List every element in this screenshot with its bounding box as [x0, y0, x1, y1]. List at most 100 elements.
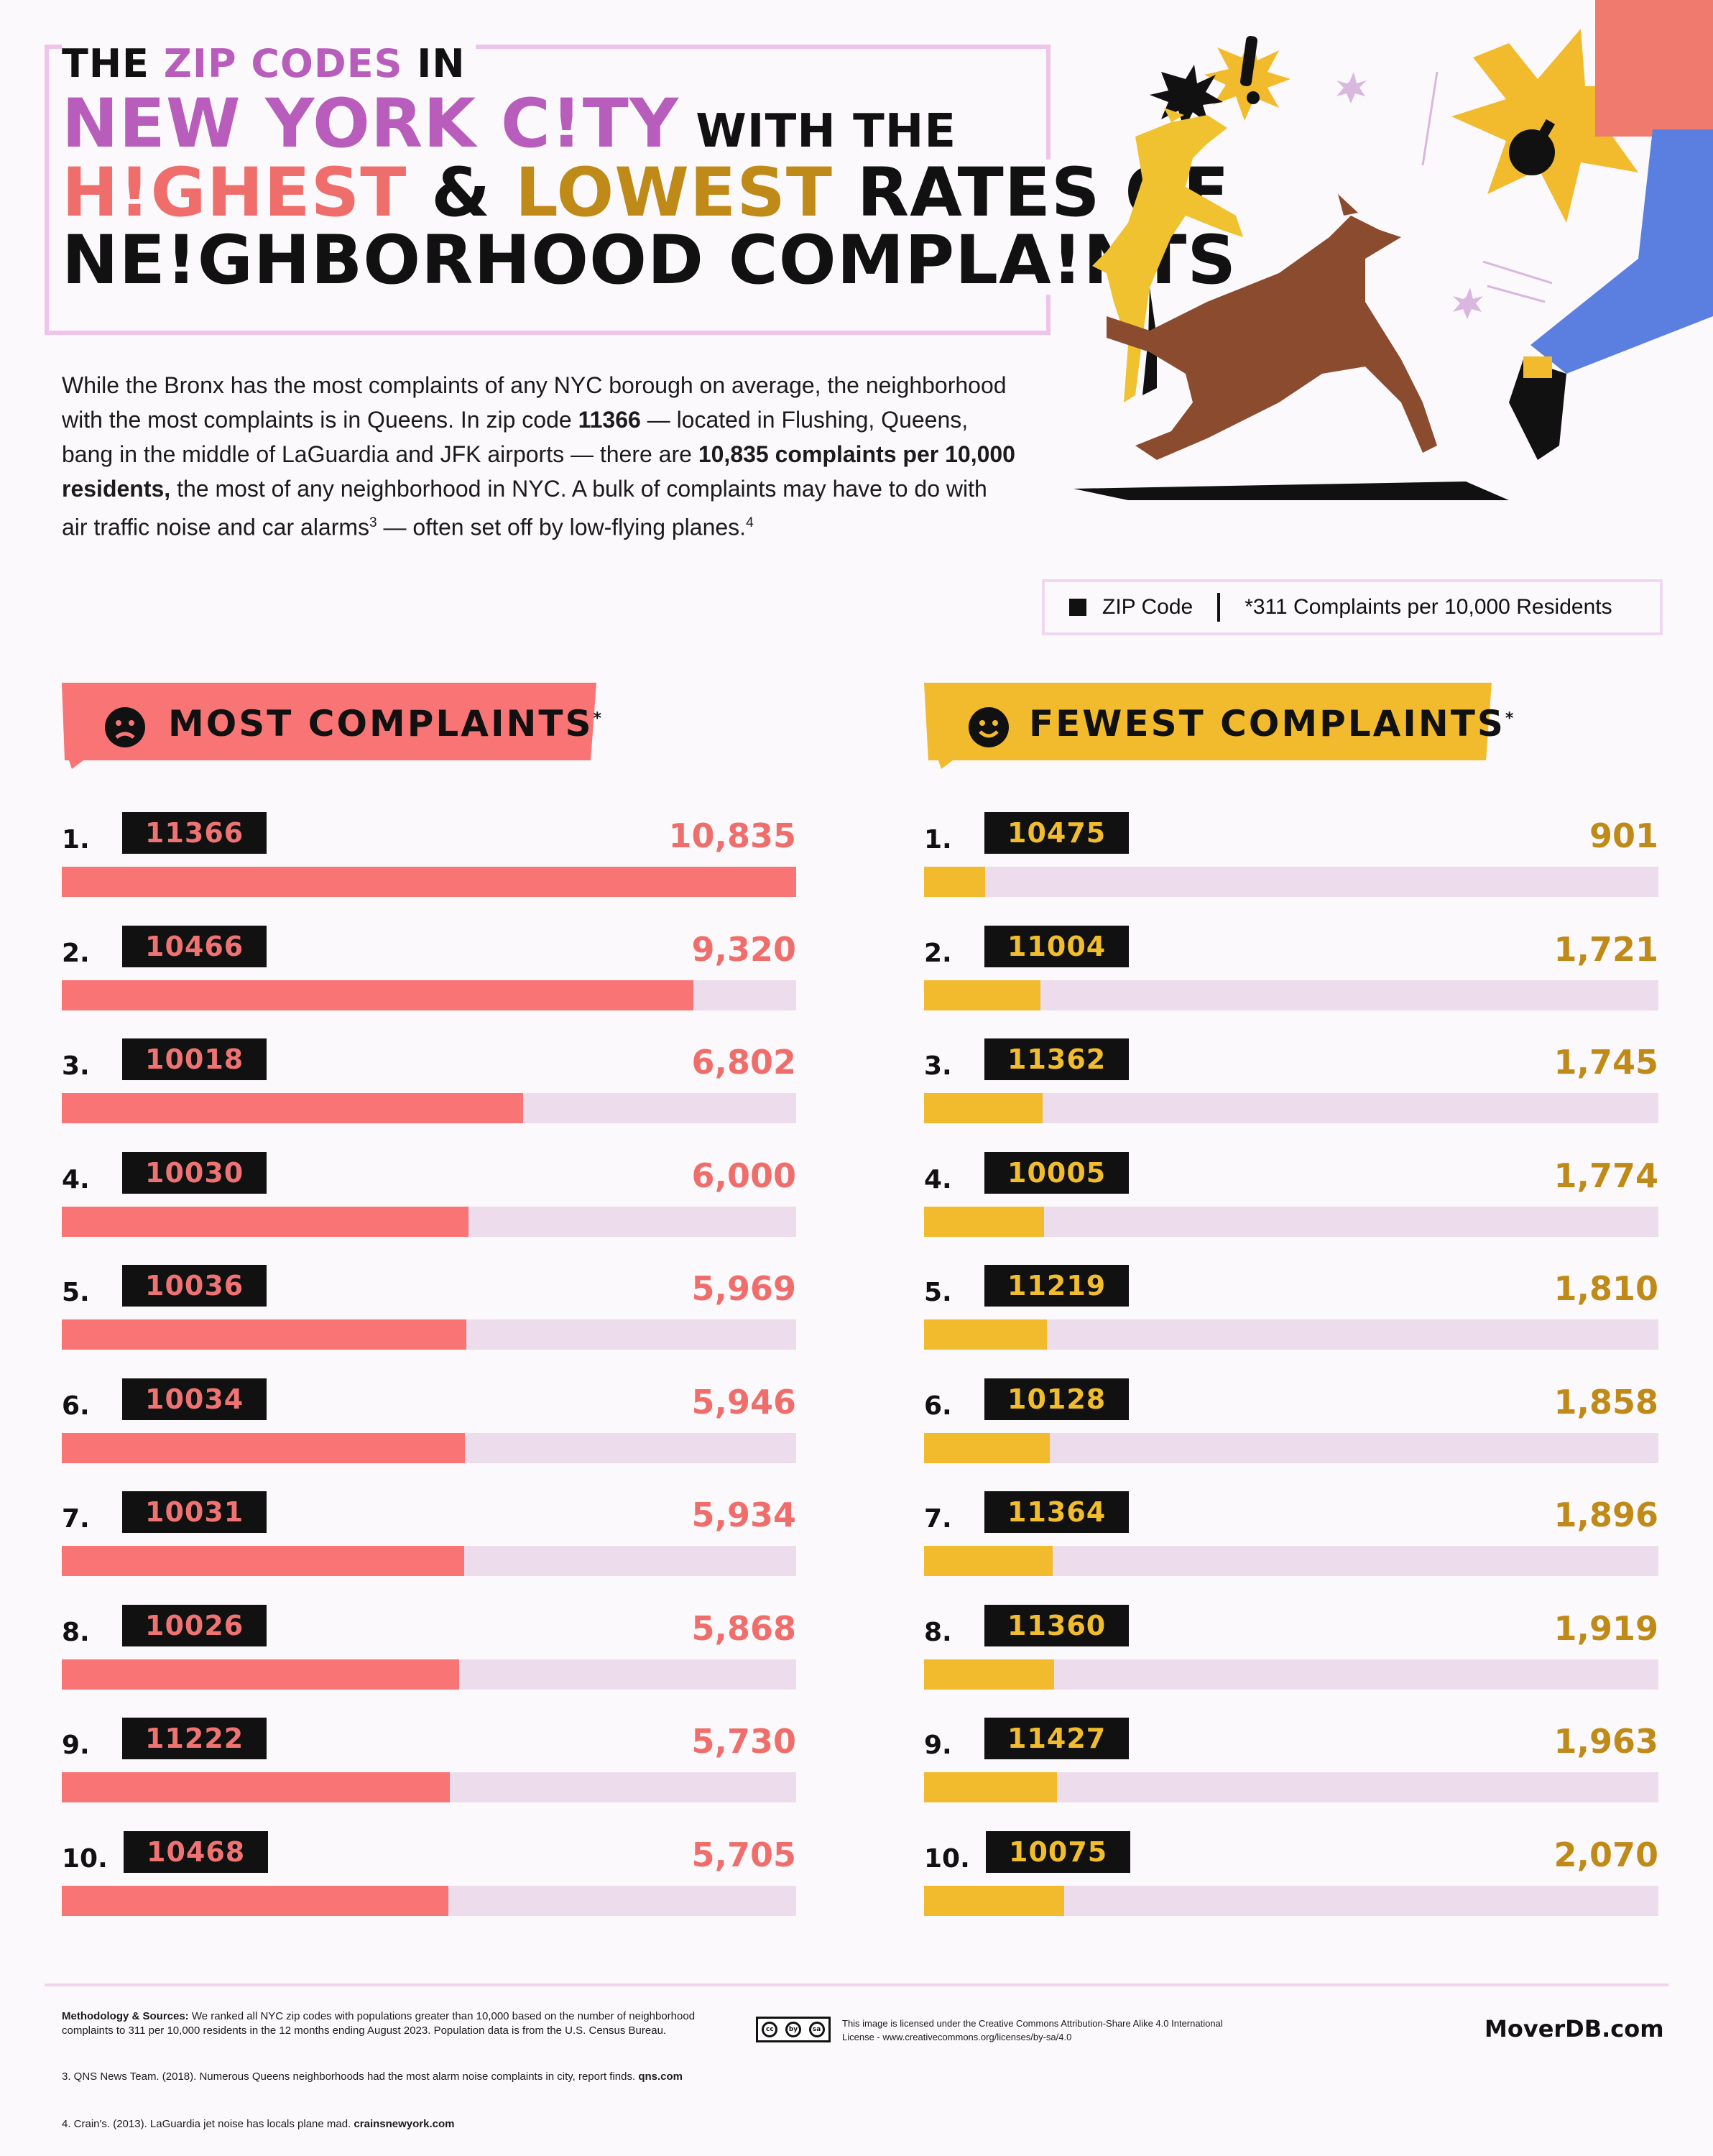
complaints-value-label: 1,858	[1553, 1382, 1658, 1422]
rank-label: 8.	[924, 1617, 952, 1647]
footer-divider	[45, 1984, 1668, 1986]
bar-fill	[924, 1659, 1054, 1690]
zip-code-tag: 10018	[122, 1038, 267, 1080]
complaints-value-label: 1,774	[1553, 1156, 1658, 1195]
bar-fill	[62, 1432, 465, 1463]
zip-code-tag: 10075	[986, 1830, 1131, 1873]
bar-fill	[62, 1206, 468, 1237]
bar-track	[924, 1432, 1658, 1463]
rank-label: 7.	[62, 1504, 90, 1534]
bar-track	[924, 1206, 1658, 1237]
complaints-value-label: 1,721	[1553, 929, 1658, 969]
title-line-2: NEW YORK C!TY WITH THE	[62, 91, 967, 158]
most-row-9: 9. 11222 5,730	[62, 1718, 796, 1804]
brand-logo: MoverDB.com	[1485, 2015, 1664, 2042]
rank-label: 9.	[62, 1731, 90, 1760]
rank-label: 7.	[924, 1504, 952, 1534]
complaints-value-label: 1,896	[1553, 1496, 1658, 1534]
most-row-6: 6. 10034 5,946	[62, 1378, 796, 1465]
fewest-row-10: 10. 10075 2,070	[924, 1830, 1658, 1917]
fewest-row-8: 8. 11360 1,919	[924, 1604, 1658, 1691]
license-text: This image is licensed under the Creativ…	[842, 2018, 1223, 2042]
most-row-10: 10. 10468 5,705	[62, 1830, 796, 1917]
complaints-value-label: 1,919	[1553, 1608, 1658, 1648]
methodology-note: Methodology & Sources: We ranked all NYC…	[62, 2010, 696, 2037]
rank-label: 4.	[924, 1164, 952, 1194]
dogs-fighting-illustration	[1073, 0, 1713, 500]
bar-fill	[924, 1546, 1053, 1576]
zip-code-tag: 11362	[984, 1038, 1130, 1080]
bar-fill	[924, 1885, 1065, 1916]
legend-metric-label: *311 Complaints per 10,000 Residents	[1245, 595, 1612, 619]
bar-track	[62, 1432, 796, 1463]
fewest-complaints-banner: FEWEST COMPLAINTS*	[924, 683, 1513, 769]
zip-code-tag: 10466	[122, 925, 267, 967]
bar-fill	[62, 1885, 449, 1916]
bar-track	[62, 1206, 796, 1237]
legend-divider	[1217, 593, 1221, 622]
bar-fill	[62, 980, 694, 1010]
zip-code-tag: 11004	[984, 925, 1130, 967]
zip-code-tag: 10128	[984, 1378, 1130, 1420]
rank-label: 5.	[62, 1278, 90, 1307]
fewest-banner-shape	[924, 683, 1492, 769]
zip-code-tag: 10005	[984, 1151, 1130, 1194]
rank-label: 3.	[62, 1051, 90, 1081]
bar-track	[62, 1093, 796, 1123]
bar-fill	[924, 1772, 1058, 1802]
bar-fill	[924, 1432, 1051, 1463]
complaints-value-label: 5,705	[691, 1835, 796, 1874]
bar-track	[62, 980, 796, 1010]
bar-fill	[924, 980, 1041, 1010]
zip-code-tag: 10036	[122, 1265, 267, 1307]
bar-track	[62, 867, 796, 897]
complaints-value-label: 6,802	[691, 1043, 796, 1082]
legend: ZIP Code *311 Complaints per 10,000 Resi…	[1042, 579, 1663, 635]
bar-fill	[62, 867, 796, 897]
bar-track	[62, 1546, 796, 1576]
creative-commons-badge: cc by sa	[756, 2017, 831, 2042]
bar-fill	[924, 1319, 1047, 1350]
bar-fill	[62, 1659, 460, 1690]
most-row-4: 4. 10030 6,000	[62, 1151, 796, 1238]
bar-track	[924, 1885, 1658, 1916]
fewest-row-9: 9. 11427 1,963	[924, 1718, 1658, 1804]
zip-code-tag: 10026	[122, 1604, 267, 1646]
complaints-value-label: 1,810	[1553, 1269, 1658, 1308]
zip-code-tag: 11366	[122, 812, 267, 854]
fewest-row-3: 3. 11362 1,745	[924, 1038, 1658, 1125]
rank-label: 5.	[924, 1278, 952, 1307]
zip-code-tag: 11427	[984, 1718, 1130, 1759]
rank-label: 8.	[62, 1617, 90, 1647]
zip-code-tag: 11360	[984, 1604, 1130, 1646]
zip-code-tag: 10468	[124, 1830, 269, 1873]
bar-track	[924, 867, 1658, 897]
fewest-row-7: 7. 11364 1,896	[924, 1491, 1658, 1577]
rank-label: 9.	[924, 1731, 952, 1760]
happy-face-icon	[969, 707, 1009, 747]
rank-label: 4.	[62, 1164, 90, 1194]
rank-label: 10.	[62, 1843, 108, 1874]
zip-code-tag: 11222	[122, 1718, 267, 1759]
rank-label: 3.	[924, 1051, 952, 1081]
rank-label: 6.	[924, 1391, 952, 1421]
bar-track	[924, 1546, 1658, 1576]
bar-fill	[924, 867, 985, 897]
zip-code-tag: 11219	[984, 1265, 1130, 1307]
bar-track	[924, 980, 1658, 1010]
bar-track	[62, 1319, 796, 1350]
intro-paragraph: While the Bronx has the most complaints …	[62, 372, 1015, 540]
complaints-value-label: 5,946	[691, 1382, 796, 1422]
most-row-8: 8. 10026 5,868	[62, 1604, 796, 1691]
bar-fill	[62, 1319, 467, 1350]
rank-label: 1.	[924, 825, 952, 854]
complaints-value-label: 1,963	[1553, 1722, 1658, 1761]
sa-icon: sa	[808, 2022, 825, 2037]
bar-track	[62, 1885, 796, 1916]
source-note-4: 4. Crain's. (2013). LaGuardia jet noise …	[62, 2118, 455, 2130]
most-complaints-title: MOST COMPLAINTS*	[168, 703, 604, 745]
zip-code-tag: 10031	[122, 1491, 267, 1533]
most-row-5: 5. 10036 5,969	[62, 1265, 796, 1351]
complaints-value-label: 1,745	[1553, 1043, 1658, 1082]
bar-track	[924, 1093, 1658, 1123]
